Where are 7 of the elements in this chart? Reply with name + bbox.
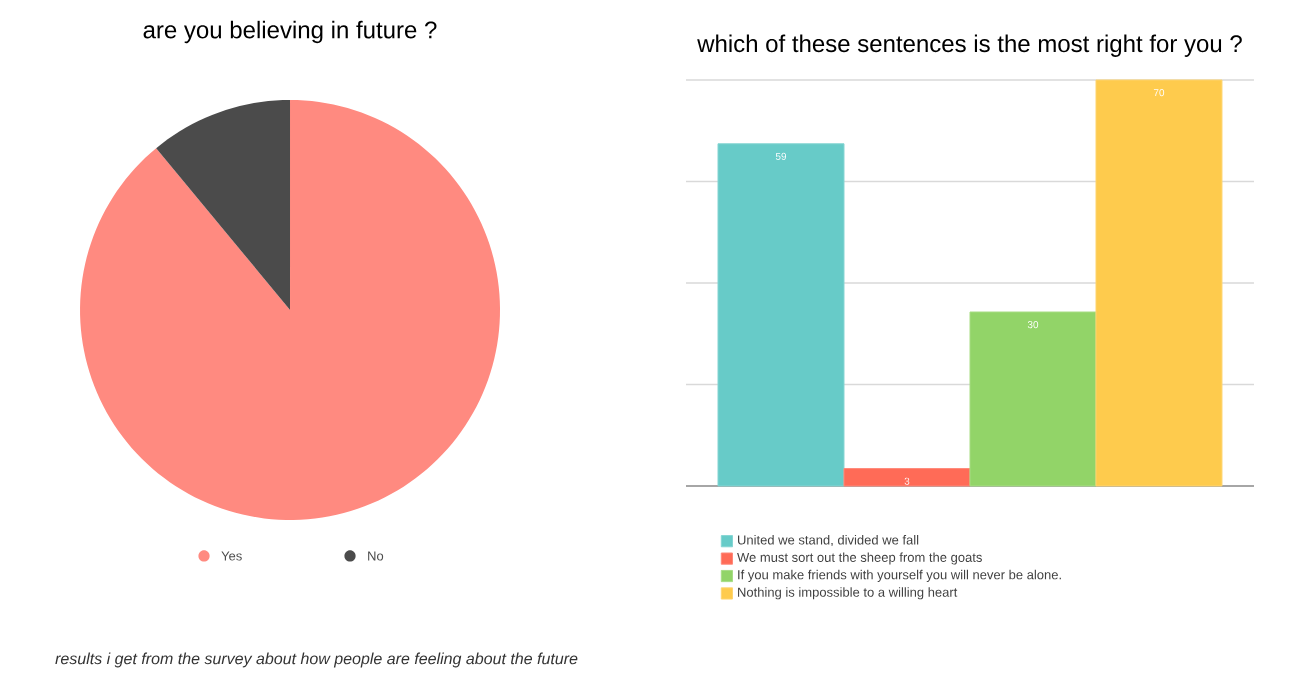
bar (843, 468, 971, 487)
bar (717, 143, 845, 487)
chart-title: are you believing in future ? (143, 20, 437, 44)
bar (1095, 79, 1223, 487)
text: results i get from the survey about how people are feeling about the future (55, 652, 578, 668)
chart-title: which of these sentences is the most right for you ? (697, 34, 1242, 57)
bar (969, 311, 1097, 487)
